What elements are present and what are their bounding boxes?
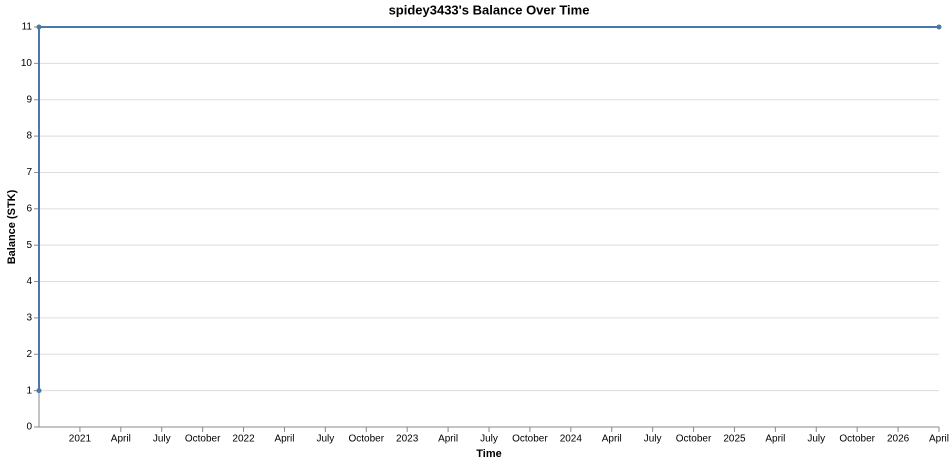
x-tick-label: April	[602, 434, 622, 445]
data-point	[36, 24, 42, 30]
x-tick-label: October	[676, 434, 712, 445]
y-tick-label: 2	[26, 349, 32, 360]
y-tick-label: 10	[21, 58, 33, 69]
x-tick-label: 2026	[887, 434, 910, 445]
y-tick-label: 5	[26, 240, 32, 251]
x-tick-label: April	[274, 434, 294, 445]
x-tick-label: July	[480, 434, 498, 445]
x-tick-label: 2023	[396, 434, 419, 445]
x-tick-label: July	[153, 434, 171, 445]
data-point	[936, 24, 942, 30]
x-tick-label: April	[765, 434, 785, 445]
y-tick-label: 0	[26, 422, 32, 433]
y-tick-label: 11	[22, 22, 33, 33]
y-tick-label: 9	[26, 94, 32, 105]
x-tick-label: 2022	[232, 434, 255, 445]
y-tick-label: 3	[26, 313, 32, 324]
x-tick-label: October	[839, 434, 875, 445]
chart-title: spidey3433's Balance Over Time	[389, 2, 590, 17]
y-tick-label: 7	[26, 167, 32, 178]
y-tick-label: 6	[26, 203, 32, 214]
y-tick-label: 8	[26, 131, 32, 142]
y-tick-label: 1	[26, 385, 32, 396]
x-tick-label: April	[111, 434, 131, 445]
x-tick-label: July	[807, 434, 825, 445]
x-tick-label: July	[316, 434, 334, 445]
x-axis-title: Time	[476, 448, 501, 460]
x-tick-label: October	[512, 434, 548, 445]
y-tick-label: 4	[26, 276, 32, 287]
x-tick-label: July	[644, 434, 662, 445]
x-tick-label: April	[438, 434, 458, 445]
x-tick-label: October	[348, 434, 384, 445]
y-axis-title: Balance (STK)	[6, 189, 18, 264]
data-point	[36, 388, 42, 394]
x-tick-label: 2025	[723, 434, 746, 445]
x-tick-label: 2021	[69, 434, 92, 445]
x-tick-label: 2024	[560, 434, 583, 445]
x-tick-label: April	[929, 434, 949, 445]
x-tick-label: October	[185, 434, 221, 445]
